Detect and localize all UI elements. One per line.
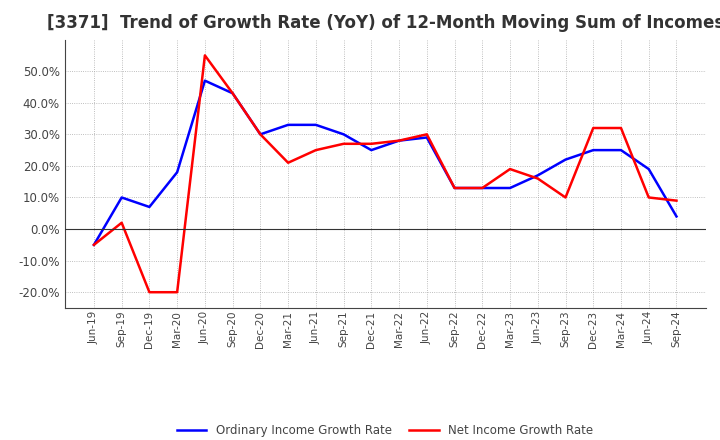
Net Income Growth Rate — [450, 185, 459, 191]
Ordinary Income Growth Rate — [339, 132, 348, 137]
Ordinary Income Growth Rate — [284, 122, 292, 128]
Ordinary Income Growth Rate — [117, 195, 126, 200]
Ordinary Income Growth Rate — [228, 91, 237, 96]
Ordinary Income Growth Rate — [395, 138, 403, 143]
Legend: Ordinary Income Growth Rate, Net Income Growth Rate: Ordinary Income Growth Rate, Net Income … — [172, 419, 598, 440]
Net Income Growth Rate — [201, 53, 210, 58]
Ordinary Income Growth Rate — [89, 242, 98, 247]
Net Income Growth Rate — [228, 91, 237, 96]
Ordinary Income Growth Rate — [561, 157, 570, 162]
Ordinary Income Growth Rate — [450, 185, 459, 191]
Net Income Growth Rate — [644, 195, 653, 200]
Net Income Growth Rate — [312, 147, 320, 153]
Ordinary Income Growth Rate — [534, 173, 542, 178]
Net Income Growth Rate — [89, 242, 98, 247]
Net Income Growth Rate — [367, 141, 376, 147]
Ordinary Income Growth Rate — [423, 135, 431, 140]
Net Income Growth Rate — [395, 138, 403, 143]
Net Income Growth Rate — [173, 290, 181, 295]
Net Income Growth Rate — [505, 166, 514, 172]
Net Income Growth Rate — [256, 132, 265, 137]
Ordinary Income Growth Rate — [478, 185, 487, 191]
Ordinary Income Growth Rate — [367, 147, 376, 153]
Ordinary Income Growth Rate — [505, 185, 514, 191]
Net Income Growth Rate — [616, 125, 625, 131]
Net Income Growth Rate — [561, 195, 570, 200]
Net Income Growth Rate — [284, 160, 292, 165]
Ordinary Income Growth Rate — [173, 169, 181, 175]
Net Income Growth Rate — [145, 290, 154, 295]
Line: Ordinary Income Growth Rate: Ordinary Income Growth Rate — [94, 81, 677, 245]
Ordinary Income Growth Rate — [672, 214, 681, 219]
Net Income Growth Rate — [672, 198, 681, 203]
Net Income Growth Rate — [534, 176, 542, 181]
Net Income Growth Rate — [589, 125, 598, 131]
Ordinary Income Growth Rate — [589, 147, 598, 153]
Line: Net Income Growth Rate: Net Income Growth Rate — [94, 55, 677, 292]
Ordinary Income Growth Rate — [312, 122, 320, 128]
Ordinary Income Growth Rate — [644, 166, 653, 172]
Net Income Growth Rate — [339, 141, 348, 147]
Ordinary Income Growth Rate — [145, 204, 154, 209]
Ordinary Income Growth Rate — [256, 132, 265, 137]
Net Income Growth Rate — [423, 132, 431, 137]
Net Income Growth Rate — [478, 185, 487, 191]
Ordinary Income Growth Rate — [616, 147, 625, 153]
Title: [3371]  Trend of Growth Rate (YoY) of 12-Month Moving Sum of Incomes: [3371] Trend of Growth Rate (YoY) of 12-… — [47, 15, 720, 33]
Ordinary Income Growth Rate — [201, 78, 210, 83]
Net Income Growth Rate — [117, 220, 126, 225]
